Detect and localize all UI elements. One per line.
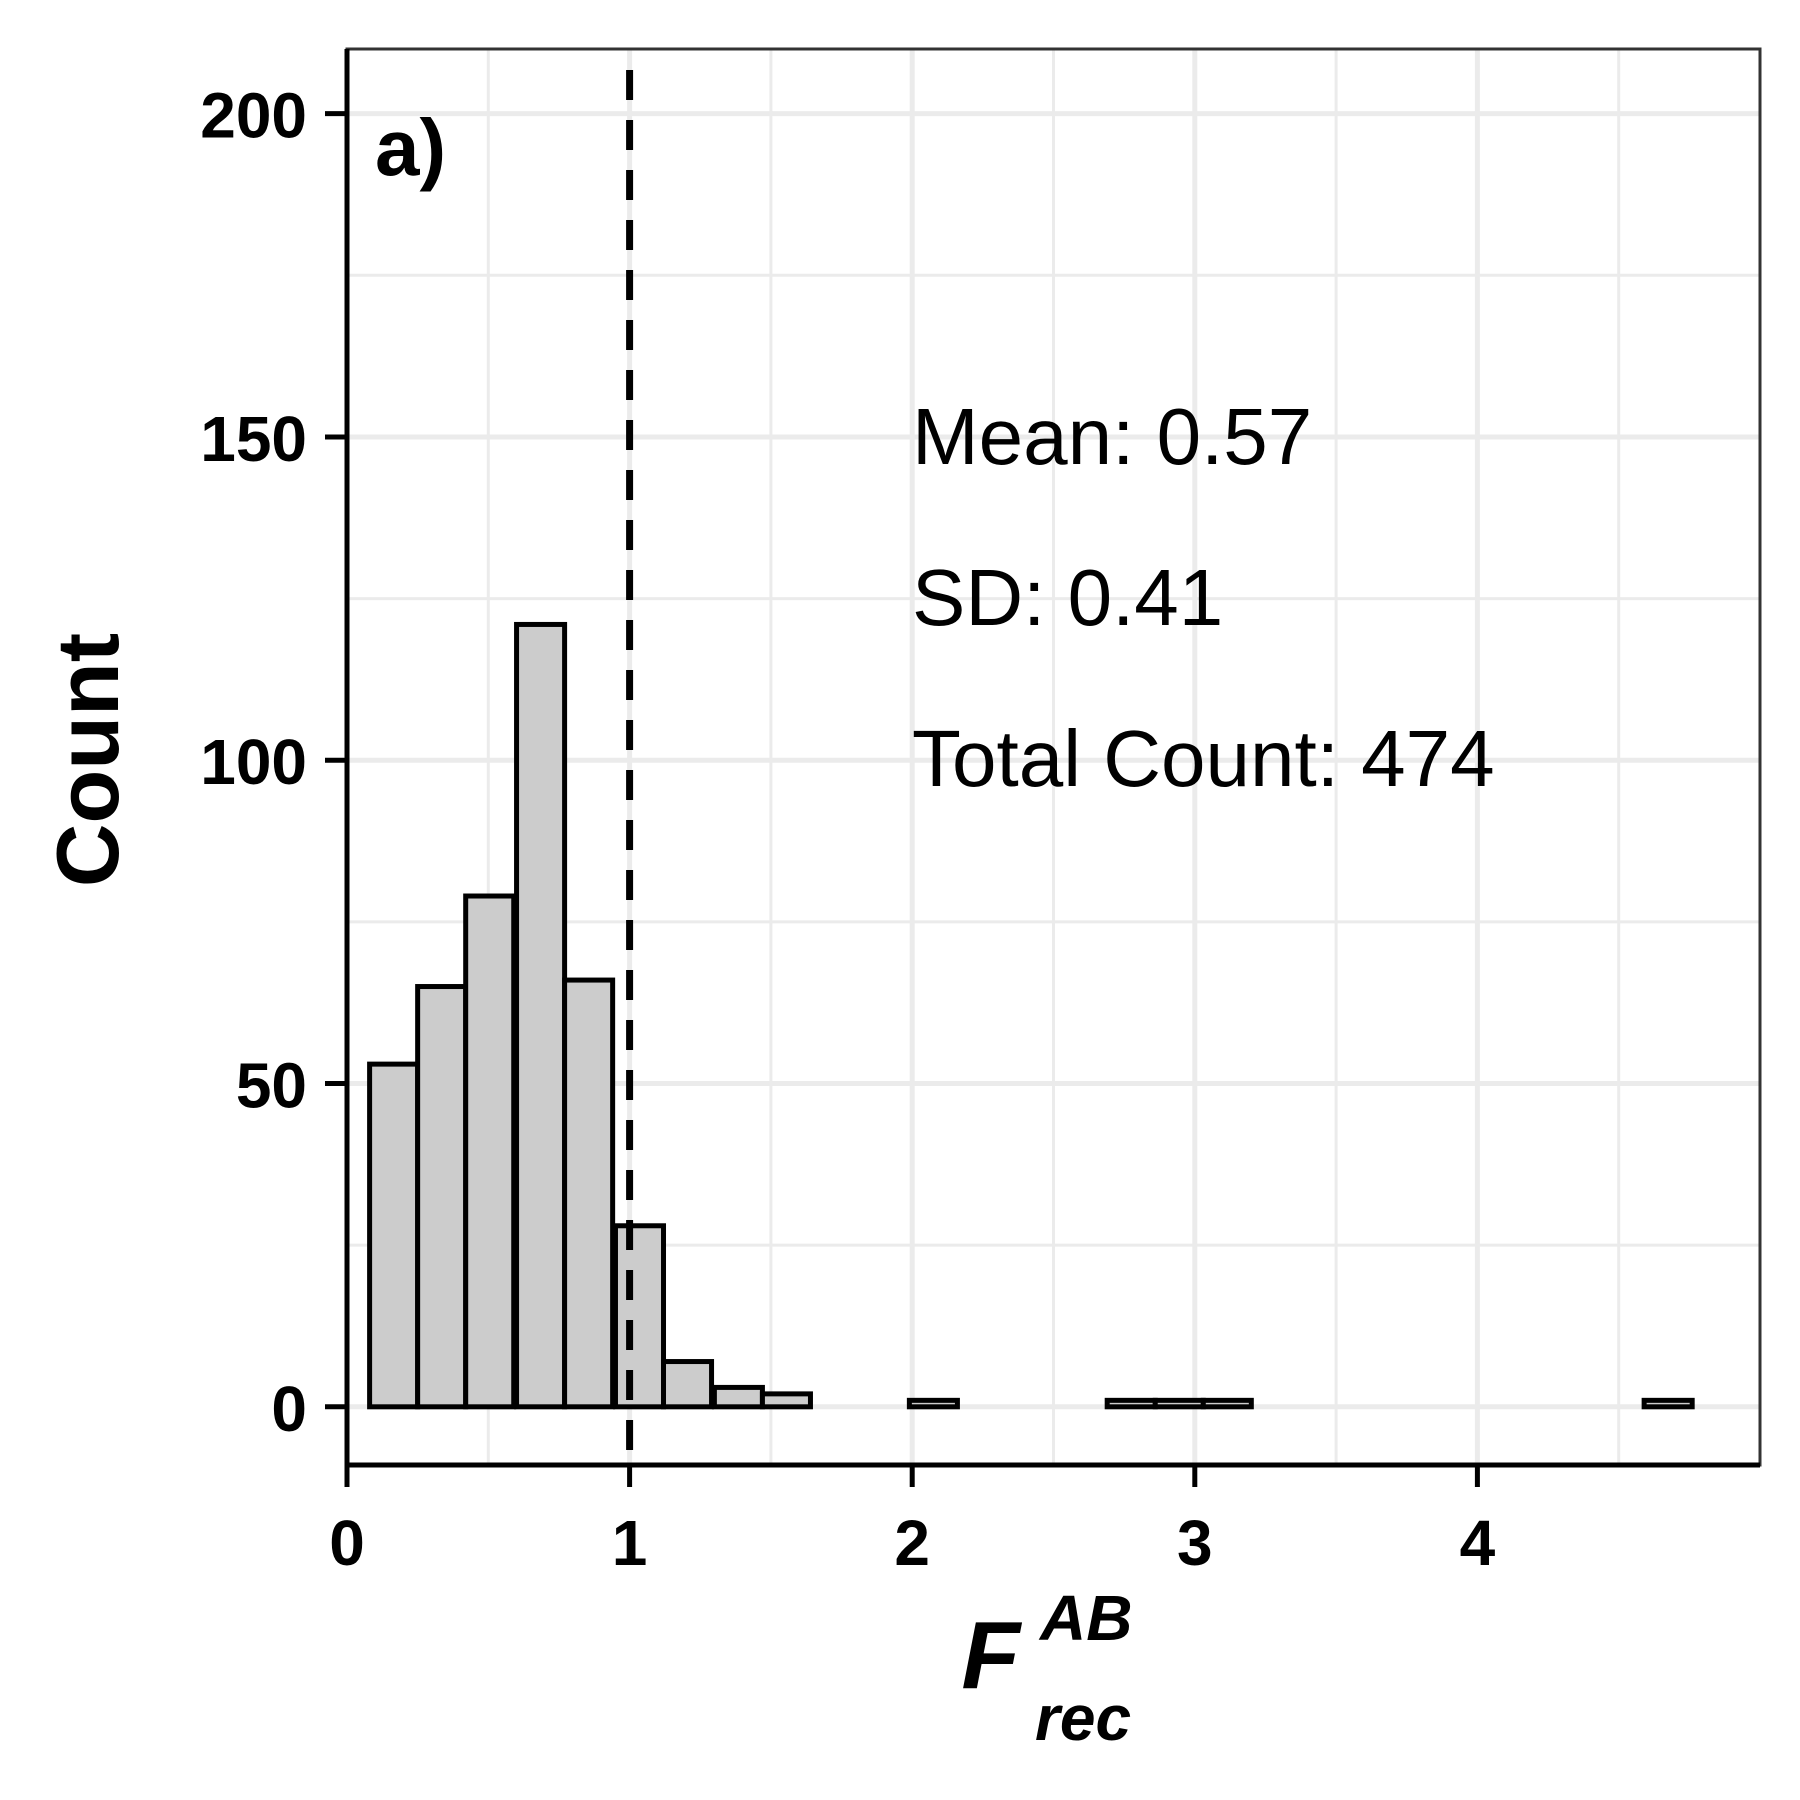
histogram-bar-7 [711,1384,765,1410]
histogram-bar-3 [514,621,568,1410]
histogram-bar-4 [562,977,616,1410]
histogram-bar-17 [1200,1397,1254,1410]
gridlines [344,49,1760,1465]
histogram-bar-15 [1104,1397,1158,1410]
annotation-mean: Mean: 0.57 [912,392,1312,481]
x-tick-labels: 0 1 2 3 4 [329,1507,1495,1579]
y-tick-labels: 0 50 100 150 200 [200,80,307,1445]
x-axis-title: F AB rec [961,1582,1132,1754]
x-tick-label: 4 [1460,1507,1496,1579]
y-tick-label: 50 [236,1050,307,1122]
y-tick-label: 100 [200,726,307,798]
x-tick-label: 3 [1177,1507,1213,1579]
histogram-bar-26 [1641,1397,1695,1410]
histogram-bar-8 [759,1391,813,1410]
histogram-bar-0 [367,1061,421,1410]
annotation-sd: SD: 0.41 [912,553,1223,642]
annotation-total-count: Total Count: 474 [912,714,1495,803]
y-tick-label: 150 [200,403,307,475]
histogram-bar-2 [463,893,517,1410]
x-axis-title-subscript: rec [1035,1682,1131,1754]
histogram-bar-6 [661,1359,715,1410]
histogram-bars [367,621,1695,1410]
histogram-bar-11 [906,1397,960,1410]
histogram-bar-16 [1152,1397,1206,1410]
x-tick-label: 1 [612,1507,648,1579]
histogram-bar-5 [612,1223,667,1410]
x-tick-label: 0 [329,1507,365,1579]
panel-label: a) [375,103,446,192]
y-tick-label: 0 [271,1373,307,1445]
y-tick-label: 200 [200,80,307,152]
x-axis-title-main: F [961,1602,1022,1709]
axes [325,49,1760,1487]
x-axis-title-superscript: AB [1038,1582,1132,1654]
histogram-bar-1 [415,984,469,1410]
x-tick-label: 2 [894,1507,930,1579]
y-axis-title: Count [38,633,137,887]
